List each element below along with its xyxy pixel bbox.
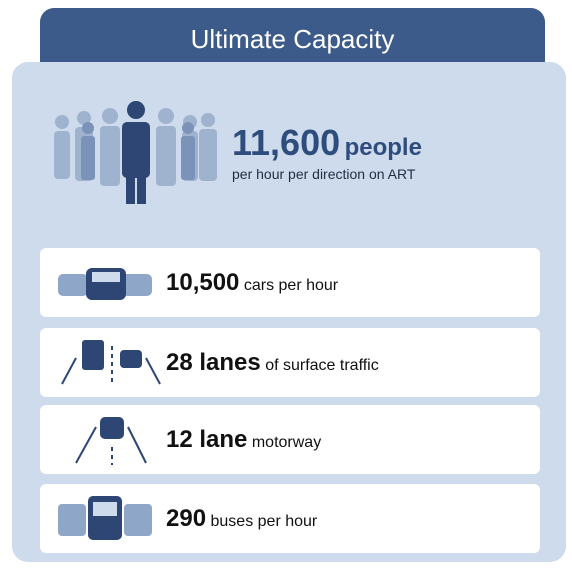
row-number: 10,500 xyxy=(166,269,240,296)
row-text: buses per hour xyxy=(210,513,318,530)
row: 28 lanes of surface traffic xyxy=(40,328,540,397)
people-icon xyxy=(54,101,217,204)
row-number: 12 lane xyxy=(166,426,248,453)
headline-unit: people xyxy=(344,134,422,161)
headline-detail: per hour per direction on ART xyxy=(232,166,416,182)
lanes-icon xyxy=(61,340,161,386)
cars-icon xyxy=(58,268,152,300)
row-number: 290 xyxy=(166,505,207,532)
row: 12 lane motorway xyxy=(40,405,540,474)
row-text: cars per hour xyxy=(243,277,339,294)
row: 290 buses per hour xyxy=(40,484,540,553)
row-number: 28 lanes xyxy=(166,349,261,376)
headline-number: 11,600 xyxy=(232,122,341,163)
buses-icon xyxy=(58,496,152,540)
title: Ultimate Capacity xyxy=(190,24,395,54)
motorway-icon xyxy=(75,417,147,465)
row-text: motorway xyxy=(251,434,322,451)
headline: 11,600 people per hour per direction on … xyxy=(232,122,422,182)
row: 10,500 cars per hour xyxy=(40,248,540,317)
row-text: of surface traffic xyxy=(265,357,379,374)
